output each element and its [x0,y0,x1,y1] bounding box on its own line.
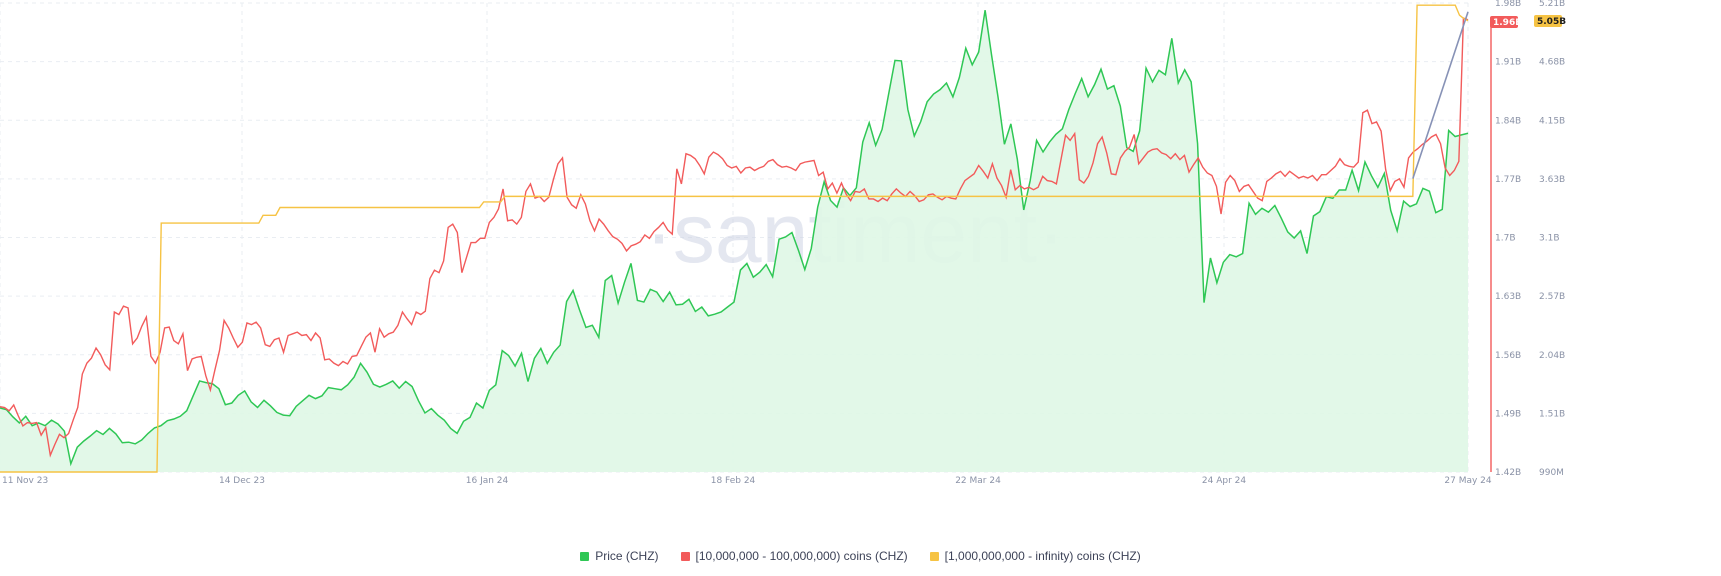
mid-badge-text: 1.96B [1493,18,1522,28]
legend-item-whale-holders[interactable]: [1,000,000,000 - infinity) coins (CHZ) [929,549,1141,563]
legend-label-mid-holders: [10,000,000 - 100,000,000) coins (CHZ) [695,549,908,563]
whales-axis-tick: 3.63B [1539,175,1565,185]
x-axis-tick: 27 May 24 [1444,476,1492,486]
whales-axis: 990M 1.51B 2.04B 2.57B 3.1B 3.63B 4.15B 4.68B 5.… [1539,0,1565,478]
mid-axis-tick: 1.77B [1495,175,1521,185]
mid-holders-line[interactable] [0,17,1469,458]
legend-swatch-mid-holders [680,551,690,561]
trend-line [1412,11,1469,179]
legend-item-mid-holders[interactable]: [10,000,000 - 100,000,000) coins (CHZ) [680,549,908,563]
whales-axis-tick: 990M [1539,468,1564,478]
legend-item-price[interactable]: Price (CHZ) [580,549,659,563]
whales-badge-text: 5.05B [1537,17,1566,27]
whales-axis-tick: 5.21B [1539,0,1565,9]
mid-axis-tick: 1.63B [1495,292,1521,302]
whales-axis-tick: 3.1B [1539,234,1560,244]
mid-axis: 1.42B 1.49B 1.56B 1.63B 1.7B 1.77B 1.84B 1.91B 1… [1495,0,1521,478]
mid-axis-tick: 1.49B [1495,409,1521,419]
x-axis-tick: 18 Feb 24 [711,476,756,486]
x-axis-tick: 11 Nov 23 [2,476,48,486]
legend-swatch-whale-holders [929,551,939,561]
legend-swatch-price [580,551,590,561]
mid-axis-tick: 1.98B [1495,0,1521,9]
whales-axis-tick: 2.04B [1539,351,1565,361]
mid-axis-tick: 1.7B [1495,234,1516,244]
whale-holders-line[interactable] [0,4,1469,473]
legend-label-price: Price (CHZ) [595,549,659,563]
mid-axis-tick: 1.42B [1495,468,1521,478]
price-area [0,10,1468,472]
whales-axis-tick: 4.68B [1539,58,1565,68]
whales-axis-tick: 4.15B [1539,116,1565,126]
mid-axis-tick: 1.56B [1495,351,1521,361]
x-axis-tick: 14 Dec 23 [219,476,265,486]
mid-value-badge: 1.96B [1490,16,1522,28]
x-axis-tick: 16 Jan 24 [466,476,509,486]
price-line[interactable] [0,10,1469,467]
mid-badge-bg [1490,16,1518,28]
whales-axis-tick: 2.57B [1539,292,1565,302]
x-axis: 11 Nov 23 14 Dec 23 16 Jan 24 18 Feb 24 22 M… [2,476,1492,486]
mid-axis-tick: 1.84B [1495,116,1521,126]
whales-badge-bg [1534,15,1562,27]
whales-value-badge: 5.05B [1534,15,1566,27]
x-axis-tick: 22 Mar 24 [955,476,1001,486]
legend-label-whale-holders: [1,000,000,000 - infinity) coins (CHZ) [944,549,1141,563]
whales-axis-tick: 1.51B [1539,409,1565,419]
mid-axis-tick: 1.91B [1495,58,1521,68]
legend: Price (CHZ) [10,000,000 - 100,000,000) c… [0,549,1721,563]
x-axis-tick: 24 Apr 24 [1202,476,1246,486]
